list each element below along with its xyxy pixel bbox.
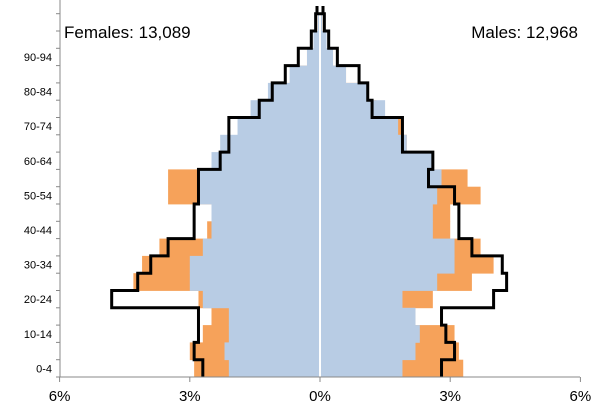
y-tick-label-70-74: 70-74 <box>24 121 52 133</box>
blue-bar-female-5-9 <box>224 342 320 361</box>
outline-layer <box>110 6 509 377</box>
blue-bar-female-20-24 <box>202 290 320 309</box>
blue-bar-male-35-39 <box>320 238 455 257</box>
x-tick-label: 3% <box>179 388 201 405</box>
outline-male <box>320 12 509 377</box>
labels-layer: Females: 13,089 Males: 12,968 0-4 10-14 20… <box>24 23 591 405</box>
y-tick-label-10-14: 10-14 <box>24 329 52 341</box>
y-tick-label-90-94: 90-94 <box>24 52 52 64</box>
blue-bar-female-45-49 <box>211 204 320 222</box>
blue-bar-male-25-29 <box>320 273 438 291</box>
y-tick-label-50-54: 50-54 <box>24 190 52 202</box>
blue-bar-male-80-84 <box>320 82 368 101</box>
x-tick-label: 6% <box>49 388 71 405</box>
y-tick-label-60-64: 60-64 <box>24 156 52 168</box>
blue-bar-male-40-44 <box>320 221 433 239</box>
males-total-label: Males: 12,968 <box>471 23 578 42</box>
blue-bar-female-55-59 <box>198 169 320 188</box>
y-tick-label-40-44: 40-44 <box>24 225 52 237</box>
blue-bar-female-70-74 <box>237 117 320 136</box>
blue-bar-male-85-89 <box>320 65 347 84</box>
blue-bar-male-30-34 <box>320 255 455 274</box>
blue-bar-male-70-74 <box>320 117 399 136</box>
y-tick-label-80-84: 80-84 <box>24 87 52 99</box>
blue-bar-male-20-24 <box>320 290 403 309</box>
blue-bar-male-15-19 <box>320 307 416 326</box>
blue-bar-male-5-9 <box>320 342 416 361</box>
x-tick-label: 6% <box>570 388 592 405</box>
blue-bar-female-65-69 <box>220 134 320 153</box>
blue-bars <box>189 13 455 378</box>
x-tick-label: 3% <box>439 388 461 405</box>
blue-bar-female-100+ <box>317 13 320 32</box>
blue-bar-female-85-89 <box>289 65 320 84</box>
blue-bar-male-0-4 <box>320 359 403 378</box>
blue-bar-female-95-99 <box>313 31 320 49</box>
blue-bar-male-65-69 <box>320 134 407 153</box>
blue-bar-male-95-99 <box>320 31 327 49</box>
blue-bar-female-25-29 <box>189 273 320 291</box>
y-tick-label-30-34: 30-34 <box>24 260 52 272</box>
blue-bar-female-75-79 <box>250 100 320 118</box>
blue-bar-female-15-19 <box>228 307 320 326</box>
y-tick-label-0-4: 0-4 <box>36 363 52 375</box>
blue-bar-male-50-54 <box>320 186 438 205</box>
females-total-label: Females: 13,089 <box>64 23 191 42</box>
blue-bar-male-10-14 <box>320 325 420 343</box>
blue-bar-male-45-49 <box>320 204 433 222</box>
outline-female <box>110 12 320 377</box>
blue-bar-female-50-54 <box>198 186 320 205</box>
x-tick-label: 0% <box>309 388 331 405</box>
blue-bar-male-55-59 <box>320 169 442 188</box>
axes-layer <box>56 0 581 382</box>
blue-bar-female-30-34 <box>189 255 320 274</box>
blue-bar-female-90-94 <box>306 48 320 66</box>
blue-bar-male-60-64 <box>320 152 433 170</box>
blue-bar-female-40-44 <box>211 221 320 239</box>
blue-bar-female-80-84 <box>267 82 320 101</box>
blue-bar-male-75-79 <box>320 100 386 118</box>
blue-bar-male-100+ <box>320 13 323 32</box>
blue-bar-female-60-64 <box>211 152 320 170</box>
blue-bar-female-35-39 <box>202 238 320 257</box>
blue-bar-female-0-4 <box>228 359 320 378</box>
y-tick-label-20-24: 20-24 <box>24 294 52 306</box>
blue-bar-female-10-14 <box>228 325 320 343</box>
blue-bar-male-90-94 <box>320 48 334 66</box>
